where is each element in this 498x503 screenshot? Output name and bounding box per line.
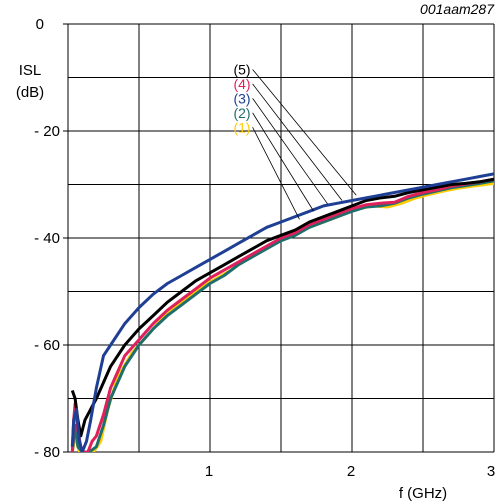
series-label-2: (2) [233, 105, 250, 121]
series-line-5 [70, 177, 494, 438]
series-layer [70, 172, 494, 452]
y-tick-label-80: - 80 [34, 444, 60, 461]
leader-line-5 [252, 69, 357, 196]
series-line-1 [70, 181, 494, 452]
leader-line-2 [252, 112, 314, 212]
series-label-3: (3) [233, 90, 250, 106]
series-label-layer: (5)(4)(3)(2)(1) [233, 61, 357, 220]
reference-code: 001aam287 [420, 1, 495, 17]
series-label-5: (5) [233, 61, 250, 77]
x-tick-label-3: 3 [487, 463, 495, 480]
y-axis-label: ISL [19, 62, 42, 79]
x-axis-label: f (GHz) [399, 485, 447, 502]
series-label-1: (1) [233, 119, 250, 135]
x-tick-label-1: 1 [205, 463, 213, 480]
y-axis-unit: (dB) [16, 84, 44, 101]
grid-layer [63, 23, 495, 453]
series-label-4: (4) [233, 76, 250, 92]
series-line-3 [70, 172, 494, 452]
leader-line-3 [252, 98, 329, 205]
series-line-4 [70, 177, 494, 452]
y-tick-label-60: - 60 [34, 337, 60, 354]
y-tick-label-20: - 20 [34, 123, 60, 140]
x-tick-label-2: 2 [347, 463, 355, 480]
leader-line-4 [252, 83, 343, 201]
y-tick-label-40: - 40 [34, 230, 60, 247]
y-tick-label-0: 0 [36, 16, 44, 33]
leader-line-1 [252, 127, 300, 220]
series-line-2 [70, 179, 494, 452]
